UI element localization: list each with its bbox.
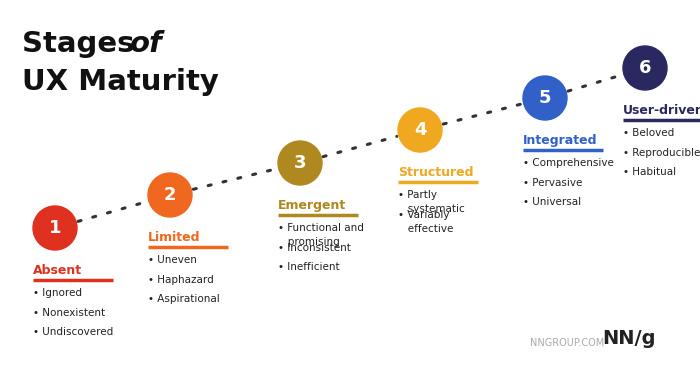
Text: • Nonexistent: • Nonexistent [33, 307, 105, 317]
Text: 5: 5 [539, 89, 552, 107]
Text: • Partly: • Partly [398, 190, 437, 200]
Text: • Inconsistent: • Inconsistent [278, 243, 351, 253]
Circle shape [33, 206, 77, 250]
Text: NNGROUP.COM: NNGROUP.COM [530, 338, 604, 348]
Text: • Beloved: • Beloved [623, 128, 674, 138]
Text: of: of [130, 30, 162, 58]
Text: • Ignored: • Ignored [33, 288, 82, 298]
Text: NN/g: NN/g [602, 329, 655, 348]
Text: • Pervasive: • Pervasive [523, 178, 582, 188]
Text: • Uneven: • Uneven [148, 255, 197, 265]
Text: • Reproducible: • Reproducible [623, 148, 700, 158]
Text: • Universal: • Universal [523, 197, 581, 207]
Circle shape [523, 76, 567, 120]
Text: Structured: Structured [398, 166, 473, 179]
Text: Emergent: Emergent [278, 199, 346, 212]
Text: • Variably: • Variably [398, 209, 449, 220]
Text: systematic: systematic [398, 204, 465, 214]
Text: • Aspirational: • Aspirational [148, 294, 220, 304]
Text: • Haphazard: • Haphazard [148, 275, 214, 285]
Circle shape [398, 108, 442, 152]
Text: 2: 2 [164, 186, 176, 204]
Text: 6: 6 [638, 59, 651, 77]
Text: Integrated: Integrated [523, 134, 598, 147]
Text: • Undiscovered: • Undiscovered [33, 327, 113, 337]
Text: • Inefficient: • Inefficient [278, 262, 340, 272]
Text: promising: promising [278, 237, 340, 247]
Text: Stages: Stages [22, 30, 145, 58]
Text: 3: 3 [294, 154, 307, 172]
Text: • Habitual: • Habitual [623, 167, 676, 177]
Text: 4: 4 [414, 121, 426, 139]
Text: • Comprehensive: • Comprehensive [523, 158, 614, 168]
Circle shape [623, 46, 667, 90]
Circle shape [278, 141, 322, 185]
Text: effective: effective [398, 223, 454, 233]
Text: • Functional and: • Functional and [278, 223, 364, 233]
Text: UX Maturity: UX Maturity [22, 68, 219, 96]
Text: 1: 1 [49, 219, 62, 237]
Circle shape [148, 173, 192, 217]
Text: Absent: Absent [33, 264, 82, 277]
Text: User-driven: User-driven [623, 104, 700, 117]
Text: Limited: Limited [148, 231, 200, 244]
